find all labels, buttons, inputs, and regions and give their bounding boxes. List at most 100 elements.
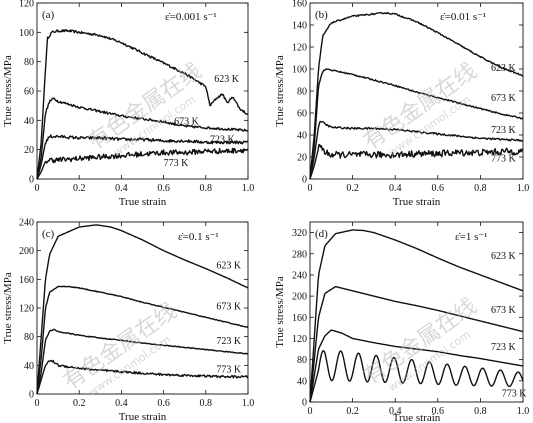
y-tick-label: 60 bbox=[24, 87, 34, 98]
panel-c: (c) ε̇=0.1 s⁻¹ True strain True stress/M… bbox=[2, 218, 254, 423]
x-axis-label: True strain bbox=[119, 196, 167, 208]
stress-strain-curve bbox=[36, 224, 249, 395]
series-label: 773 K bbox=[164, 158, 190, 169]
y-tick-label: 120 bbox=[292, 43, 307, 54]
y-tick-label: 100 bbox=[19, 28, 34, 39]
curve-layer: 623 K 673 K 723 K 773 K bbox=[36, 29, 249, 180]
panel-a: (a) ε̇=0.001 s⁻¹ True strain True stress… bbox=[2, 0, 254, 208]
y-tick-label: 240 bbox=[19, 218, 34, 229]
series-label: 773 K bbox=[216, 365, 242, 376]
series-label: 723 K bbox=[491, 125, 517, 136]
stress-strain-curve bbox=[36, 285, 249, 395]
y-tick-label: 60 bbox=[297, 109, 307, 120]
x-axis-label: True strain bbox=[119, 411, 167, 423]
strain-rate-label: ε̇=0.001 s⁻¹ bbox=[165, 11, 217, 23]
stress-strain-curve bbox=[36, 29, 249, 180]
y-axis-label: True stress/MPa bbox=[274, 276, 286, 348]
y-tick-label: 80 bbox=[24, 57, 34, 68]
y-tick-label: 140 bbox=[292, 21, 307, 32]
y-tick-label: 40 bbox=[297, 131, 307, 142]
x-axis-label: True strain bbox=[393, 196, 441, 208]
x-tick-label: 1.0 bbox=[242, 183, 255, 194]
x-tick-label: 0 bbox=[35, 183, 40, 194]
x-tick-label: 0.8 bbox=[200, 183, 213, 194]
y-tick-label: 20 bbox=[24, 145, 34, 156]
x-tick-label: 1.0 bbox=[517, 183, 530, 194]
panel-label: (d) bbox=[315, 228, 328, 240]
x-tick-label: 0.4 bbox=[115, 398, 128, 409]
x-tick-label: 0.8 bbox=[200, 398, 213, 409]
x-tick-label: 0.6 bbox=[432, 406, 445, 417]
y-tick-label: 200 bbox=[292, 292, 307, 303]
stress-strain-curve bbox=[309, 329, 524, 403]
x-tick-label: 0 bbox=[35, 398, 40, 409]
y-tick-label: 240 bbox=[292, 270, 307, 281]
series-label: 673 K bbox=[491, 305, 517, 316]
stress-strain-curve bbox=[36, 328, 249, 395]
x-tick-label: 0 bbox=[308, 183, 313, 194]
y-tick-label: 40 bbox=[297, 376, 307, 387]
y-axis-label: True stress/MPa bbox=[274, 55, 286, 127]
series-label: 773 K bbox=[491, 153, 517, 164]
x-tick-label: 0.2 bbox=[73, 183, 86, 194]
stress-strain-curve bbox=[309, 11, 524, 180]
stress-strain-curve bbox=[309, 120, 524, 180]
strain-rate-label: ε̇=0.1 s⁻¹ bbox=[178, 231, 219, 243]
x-tick-label: 0.8 bbox=[474, 183, 487, 194]
y-tick-label: 20 bbox=[297, 153, 307, 164]
panel-d: (d) ε̇=1 s⁻¹ True strain True stress/MPa… bbox=[274, 221, 529, 423]
y-axis-label: True stress/MPa bbox=[2, 55, 14, 127]
stress-strain-curve bbox=[309, 68, 524, 180]
y-tick-label: 120 bbox=[19, 0, 34, 10]
y-axis-label: True stress/MPa bbox=[2, 272, 14, 344]
y-tick-label: 120 bbox=[292, 334, 307, 345]
y-tick-label: 80 bbox=[297, 87, 307, 98]
y-tick-label: 0 bbox=[29, 390, 34, 401]
series-label: 623 K bbox=[491, 251, 517, 262]
x-tick-label: 0.6 bbox=[157, 398, 170, 409]
y-tick-label: 40 bbox=[24, 116, 34, 127]
x-tick-label: 0.4 bbox=[389, 406, 402, 417]
y-tick-label: 100 bbox=[292, 65, 307, 76]
watermark-d: 有色金属在线 www.cnnmol.com bbox=[359, 294, 481, 394]
y-tick-label: 80 bbox=[297, 355, 307, 366]
stress-strain-curve bbox=[36, 359, 249, 395]
y-tick-label: 120 bbox=[19, 304, 34, 315]
x-tick-label: 0 bbox=[308, 406, 313, 417]
plot-frame bbox=[309, 221, 524, 403]
series-label: 623 K bbox=[216, 261, 242, 272]
y-tick-label: 200 bbox=[19, 246, 34, 257]
x-tick-label: 0.8 bbox=[474, 406, 487, 417]
x-tick-label: 0.2 bbox=[73, 398, 86, 409]
tick-layer: 0 0.2 0.4 0.6 0.8 1.0 0 20 40 60 80 100 120 bbox=[19, 0, 254, 194]
series-label: 623 K bbox=[491, 63, 517, 74]
x-tick-label: 0.4 bbox=[389, 183, 402, 194]
series-label: 773 K bbox=[502, 389, 528, 400]
series-label: 623 K bbox=[214, 74, 240, 85]
series-label: 723 K bbox=[210, 134, 236, 145]
x-tick-label: 0.2 bbox=[346, 406, 359, 417]
y-tick-label: 0 bbox=[302, 175, 307, 186]
series-label: 723 K bbox=[216, 336, 242, 347]
series-label: 673 K bbox=[216, 301, 242, 312]
panel-b: (b) ε̇=0.01 s⁻¹ True strain True stress/… bbox=[274, 0, 529, 208]
y-tick-label: 160 bbox=[292, 313, 307, 324]
panel-label: (a) bbox=[42, 9, 55, 21]
stress-strain-curve bbox=[309, 285, 524, 403]
y-tick-label: 0 bbox=[29, 175, 34, 186]
panel-label: (c) bbox=[42, 228, 55, 240]
tick-layer: 0 0.2 0.4 0.6 0.8 1.0 0 40 80 120 160 200 240 bbox=[19, 218, 254, 410]
x-tick-label: 0.6 bbox=[157, 183, 170, 194]
stress-strain-curve bbox=[309, 229, 524, 403]
series-label: 673 K bbox=[491, 93, 517, 104]
strain-rate-label: ε̇=1 s⁻¹ bbox=[455, 231, 487, 243]
tick-layer: 0 0.2 0.4 0.6 0.8 1.0 0 40 80 120 160 200 240 280 320 bbox=[292, 222, 529, 417]
curve-layer: 623 K 673 K 723 K 773 K bbox=[36, 224, 249, 395]
stress-strain-curve bbox=[309, 350, 524, 403]
y-tick-label: 40 bbox=[24, 361, 34, 372]
stress-strain-curve bbox=[309, 143, 524, 180]
x-tick-label: 1.0 bbox=[517, 406, 530, 417]
x-tick-label: 0.2 bbox=[346, 183, 359, 194]
x-tick-label: 1.0 bbox=[242, 398, 255, 409]
x-axis-label: True strain bbox=[393, 412, 441, 423]
